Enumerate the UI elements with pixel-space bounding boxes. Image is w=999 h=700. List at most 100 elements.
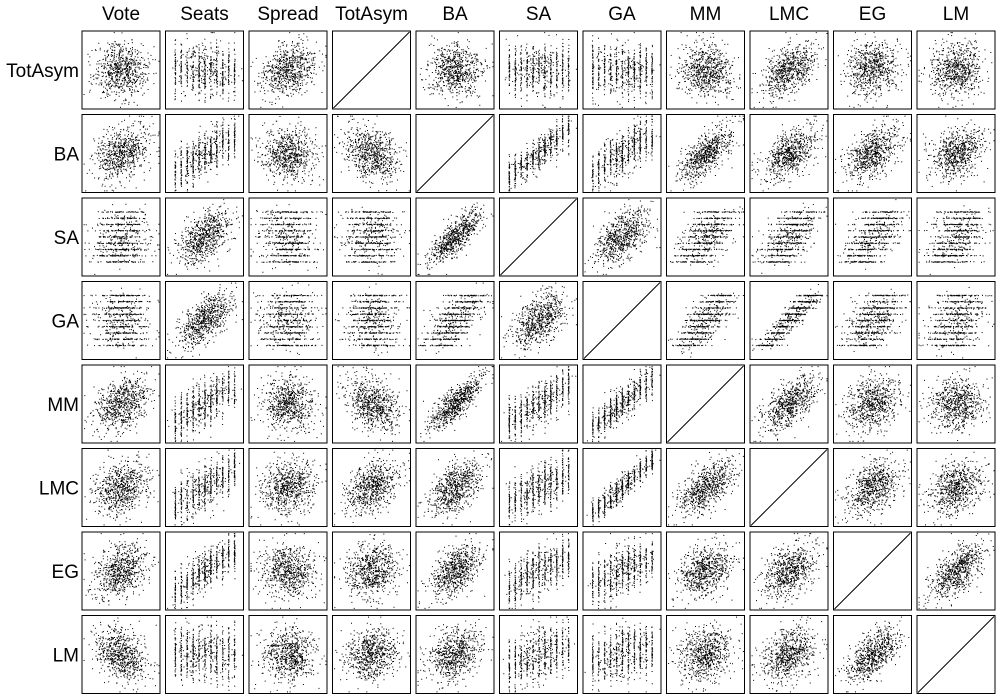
scatter-points bbox=[417, 202, 494, 275]
panel-lm-vs-lm bbox=[916, 615, 996, 694]
scatter-points bbox=[584, 199, 661, 275]
panel-eg-vs-lmc bbox=[749, 531, 829, 611]
panel-frame bbox=[248, 197, 328, 277]
scatter-points bbox=[586, 366, 661, 442]
scatter-points bbox=[751, 366, 828, 442]
panel-frame bbox=[81, 30, 161, 110]
panel-totasym-vs-lm bbox=[916, 30, 996, 110]
panel-ga-vs-lm bbox=[916, 281, 996, 360]
scatter-points bbox=[334, 616, 410, 693]
panel-lmc-vs-sa bbox=[499, 448, 578, 527]
panel-frame bbox=[332, 531, 411, 611]
scatter-points bbox=[83, 533, 159, 606]
scatter-points bbox=[83, 32, 160, 108]
scatter-points bbox=[502, 616, 575, 693]
scatter-points bbox=[501, 366, 577, 442]
scatter-points bbox=[250, 366, 327, 442]
panel-lm-vs-lmc bbox=[749, 615, 829, 694]
panel-ba-vs-lm bbox=[916, 114, 996, 193]
scatter-points bbox=[918, 451, 995, 526]
scatter-points bbox=[835, 616, 910, 693]
panel-totasym-vs-ba bbox=[415, 30, 495, 110]
scatter-points bbox=[668, 292, 744, 358]
panel-lm-vs-seats bbox=[165, 615, 244, 694]
identity-line bbox=[834, 532, 911, 610]
panel-lm-vs-vote bbox=[81, 615, 161, 694]
scatter-points bbox=[417, 533, 494, 609]
panel-lmc-vs-ga bbox=[582, 448, 662, 527]
scatter-points bbox=[173, 616, 243, 691]
panel-mm-vs-sa bbox=[499, 364, 578, 444]
scatter-points bbox=[753, 533, 828, 609]
row-label-totasym: TotAsym bbox=[6, 61, 79, 82]
panel-frame bbox=[165, 281, 244, 360]
scatter-points bbox=[167, 366, 242, 442]
column-label-spread: Spread bbox=[257, 4, 318, 25]
scatter-points bbox=[420, 366, 494, 442]
panel-ba-vs-spread bbox=[248, 114, 328, 193]
scatter-points bbox=[918, 287, 995, 359]
panel-ba-vs-sa bbox=[499, 114, 578, 193]
scatter-points bbox=[419, 32, 494, 108]
panel-mm-vs-lm bbox=[916, 364, 996, 444]
panel-ba-vs-ga bbox=[582, 114, 662, 193]
scatter-points bbox=[587, 533, 654, 609]
panel-totasym-vs-mm bbox=[666, 30, 745, 110]
panel-sa-vs-totasym bbox=[332, 197, 411, 277]
panel-sa-vs-seats bbox=[165, 197, 244, 277]
scatter-points bbox=[591, 32, 661, 108]
panel-frame bbox=[332, 364, 411, 444]
panel-eg-vs-eg bbox=[833, 531, 912, 611]
identity-line bbox=[500, 198, 577, 276]
scatter-points bbox=[751, 115, 828, 192]
scatter-points bbox=[172, 32, 243, 103]
scatter-points bbox=[84, 366, 160, 442]
panel-lmc-vs-totasym bbox=[332, 448, 411, 527]
column-labels: Vote Seats Spread TotAsym BA SA GA MM LMC EG LM bbox=[102, 4, 969, 25]
panel-sa-vs-spread bbox=[248, 197, 328, 277]
row-label-sa: SA bbox=[54, 228, 80, 249]
column-label-ga: GA bbox=[608, 4, 636, 25]
panel-ba-vs-lmc bbox=[749, 114, 829, 193]
scatter-points bbox=[83, 203, 160, 275]
scatter-points bbox=[417, 450, 494, 526]
scatter-points bbox=[84, 449, 160, 526]
panel-lm-vs-totasym bbox=[332, 615, 411, 694]
panel-lm-vs-eg bbox=[833, 615, 912, 694]
scatter-points bbox=[335, 283, 410, 356]
identity-line bbox=[667, 365, 744, 443]
scatter-points bbox=[918, 115, 995, 192]
panel-frame bbox=[81, 364, 161, 444]
panel-frame bbox=[749, 197, 829, 277]
scatter-points bbox=[334, 533, 410, 609]
panel-lm-vs-mm bbox=[666, 615, 745, 694]
scatter-points bbox=[334, 115, 410, 192]
panel-sa-vs-mm bbox=[666, 197, 745, 277]
panel-frame bbox=[833, 114, 912, 193]
identity-line bbox=[416, 115, 494, 192]
panel-ga-vs-totasym bbox=[332, 281, 411, 360]
scatter-points bbox=[670, 206, 744, 268]
scatter-points bbox=[334, 449, 410, 526]
column-label-mm: MM bbox=[690, 4, 722, 25]
panel-totasym-vs-vote bbox=[81, 30, 161, 110]
identity-line bbox=[917, 616, 995, 693]
panel-eg-vs-ba bbox=[415, 531, 495, 611]
scatter-points bbox=[668, 533, 744, 609]
panel-frame bbox=[666, 448, 745, 527]
panel-ga-vs-lmc bbox=[749, 281, 829, 360]
scatter-points bbox=[508, 115, 577, 192]
panel-ga-vs-eg bbox=[833, 281, 912, 360]
panel-lm-vs-sa bbox=[499, 615, 578, 694]
panel-frame bbox=[666, 30, 745, 110]
row-label-lm: LM bbox=[53, 646, 79, 667]
scatter-points bbox=[250, 616, 327, 693]
scatter-points bbox=[417, 282, 494, 354]
scatter-points bbox=[83, 287, 160, 359]
panel-ba-vs-seats bbox=[165, 114, 244, 193]
scatter-points bbox=[751, 202, 828, 274]
panel-ga-vs-mm bbox=[666, 281, 745, 360]
panel-frame bbox=[415, 448, 495, 527]
column-label-seats: Seats bbox=[180, 4, 229, 25]
